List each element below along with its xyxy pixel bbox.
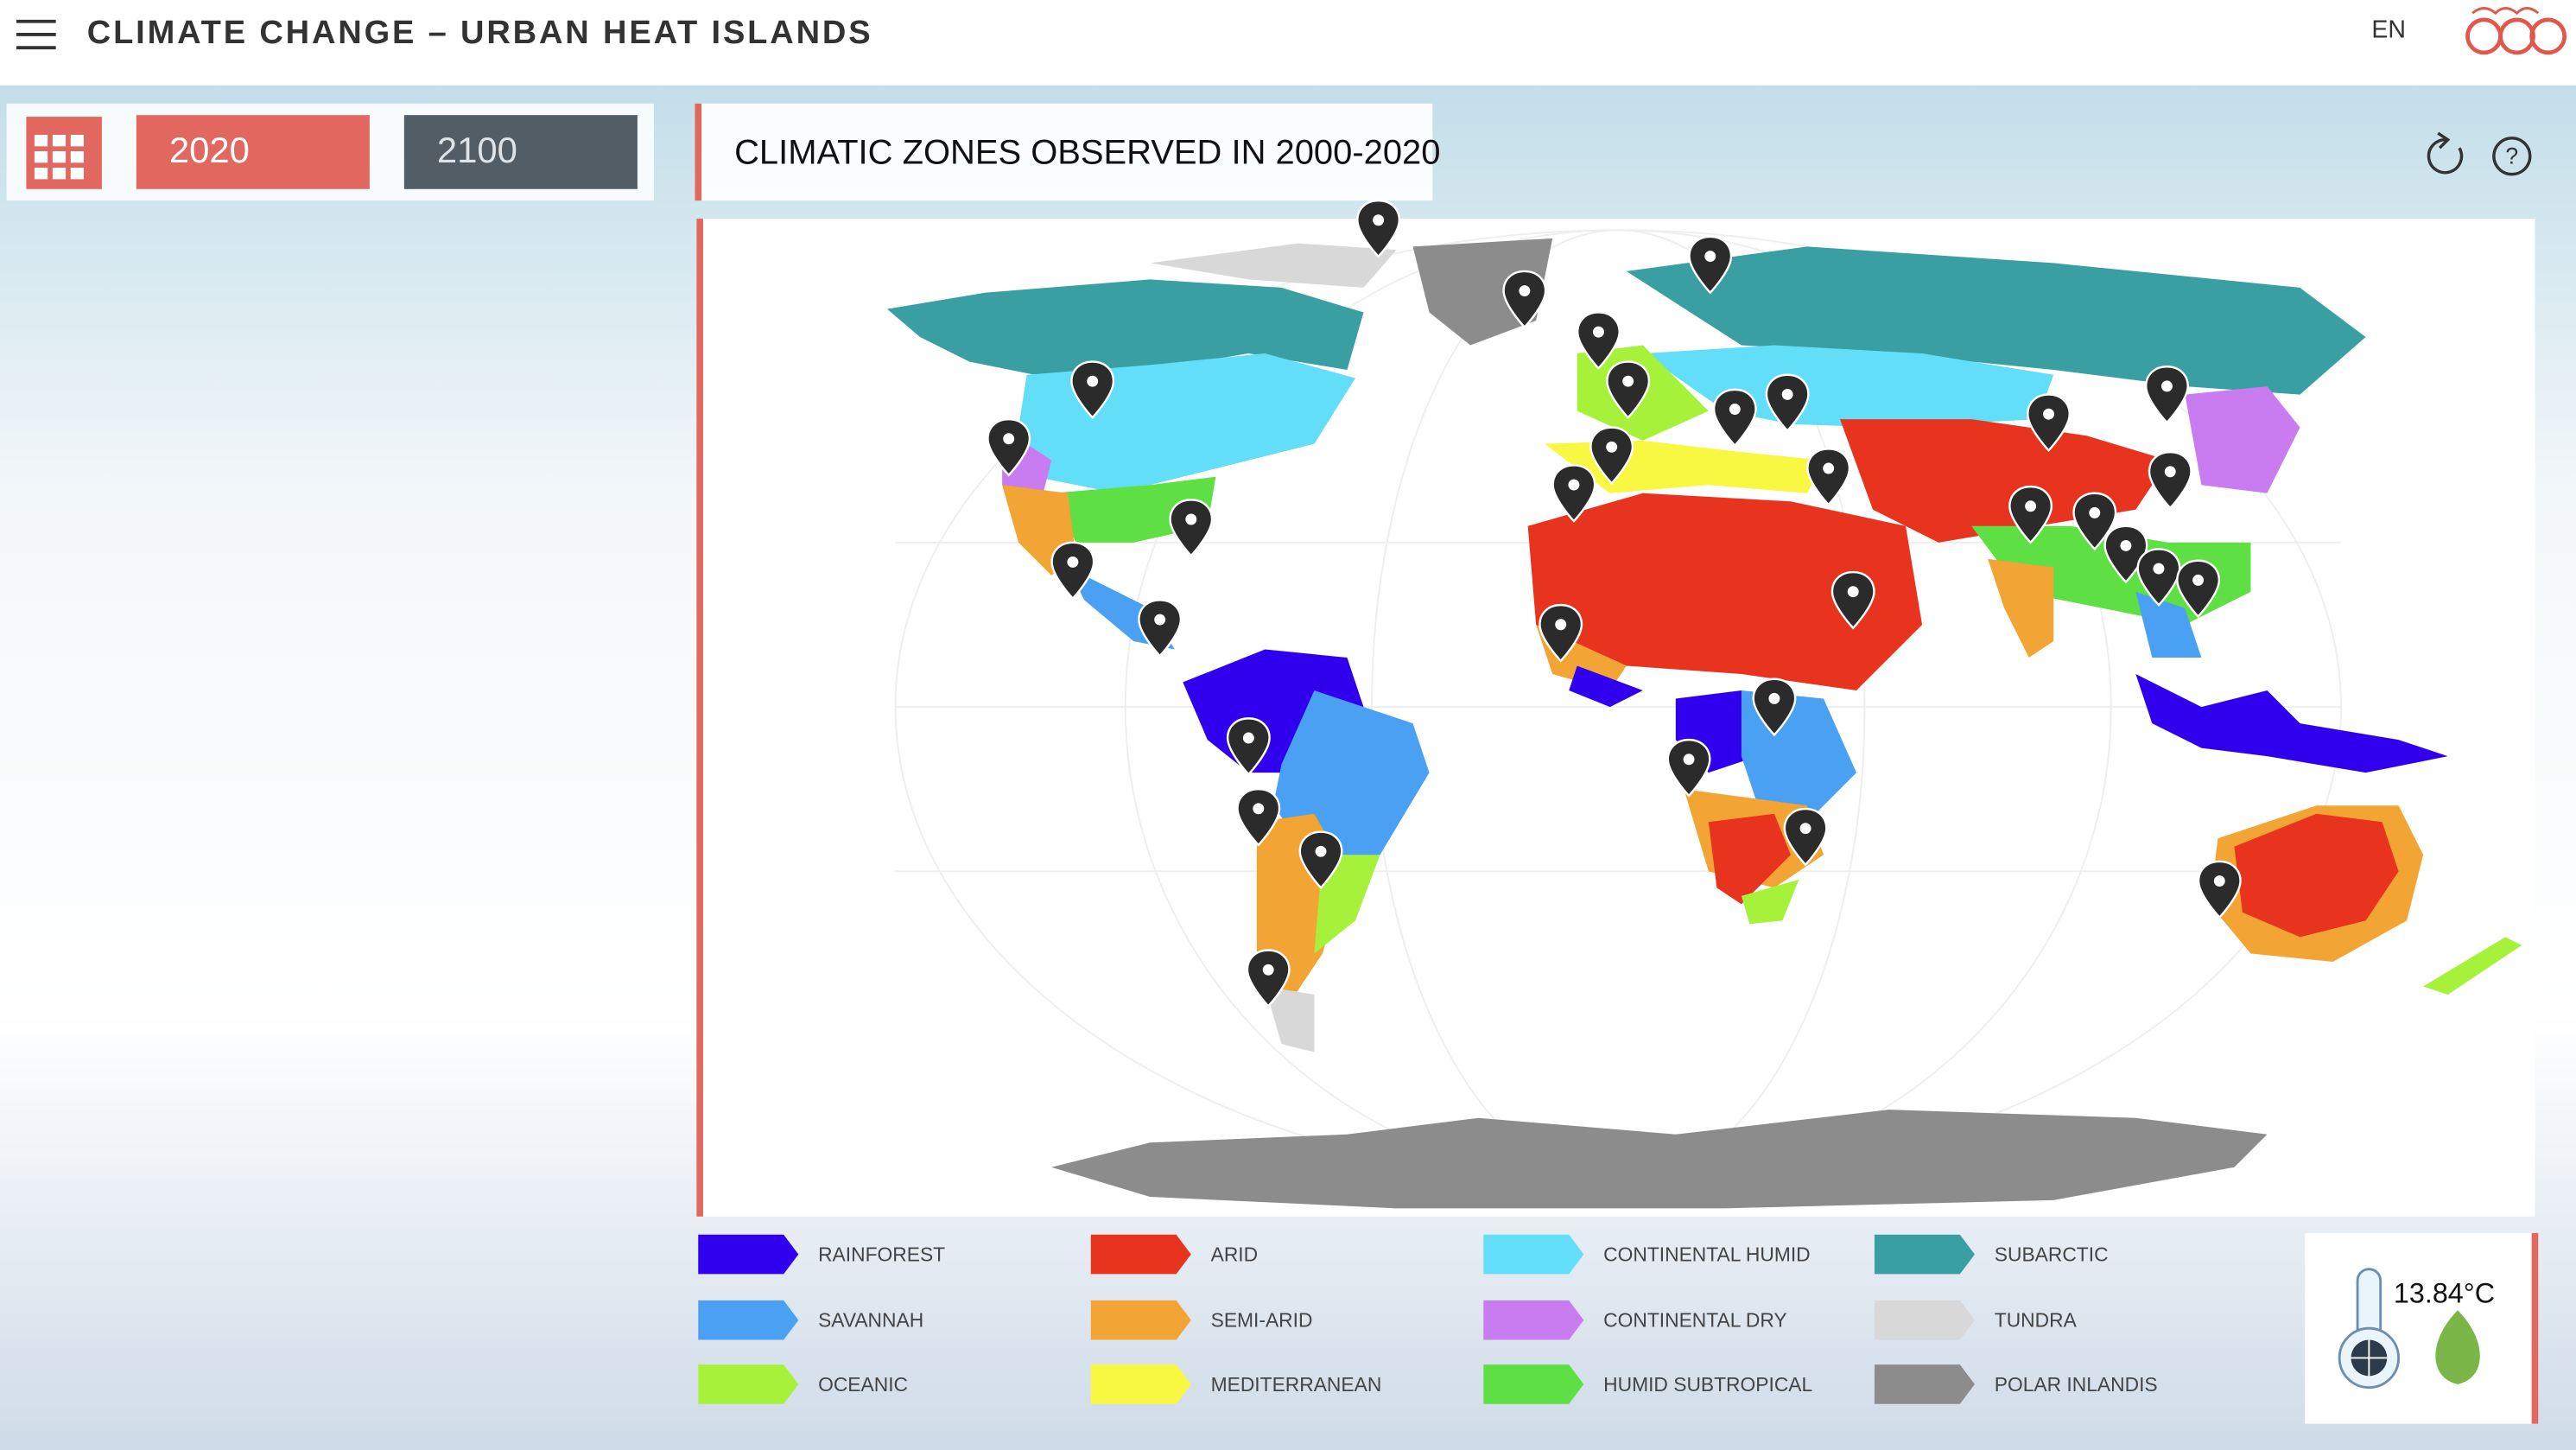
help-button[interactable]: ? (2492, 137, 2532, 176)
climate-zone (1569, 665, 1643, 708)
climate-zone (1527, 493, 1923, 691)
logo (2465, 7, 2567, 55)
legend-label: CONTINENTAL HUMID (1603, 1243, 1810, 1266)
legend-swatch (1090, 1364, 1191, 1404)
legend-item: ARID (1090, 1234, 1259, 1275)
legend-swatch (1874, 1300, 1975, 1340)
legend-item: SUBARCTIC (1874, 1234, 2109, 1275)
legend-label: MEDITERRANEAN (1211, 1373, 1382, 1396)
thermometer-icon (2338, 1268, 2401, 1390)
legend-label: CONTINENTAL DRY (1603, 1309, 1786, 1332)
accent (695, 103, 702, 201)
legend-label: TUNDRA (1995, 1309, 2078, 1332)
legend-swatch (1090, 1234, 1191, 1275)
climate-zone (1708, 813, 1791, 905)
legend-label: ARID (1211, 1243, 1259, 1266)
year-2100-button[interactable]: 2100 (403, 115, 638, 189)
legend-item: OCEANIC (698, 1364, 908, 1404)
climate-zone (2234, 813, 2399, 938)
climate-zone (2185, 386, 2300, 493)
world-map (886, 238, 2522, 1209)
language-switch[interactable]: EN (2371, 16, 2406, 44)
climate-zone (1741, 879, 1799, 925)
legend-label: OCEANIC (818, 1373, 908, 1396)
svg-text:?: ? (2505, 143, 2518, 169)
legend-swatch (1090, 1300, 1191, 1340)
legend-swatch (698, 1300, 799, 1340)
climate-zone (1988, 558, 2054, 658)
legend-swatch (698, 1364, 799, 1404)
climate-zone (2423, 937, 2522, 995)
legend-item: TUNDRA (1874, 1300, 2078, 1340)
climate-zone (1150, 243, 1397, 288)
legend-item: RAINFOREST (698, 1234, 945, 1275)
legend-label: SAVANNAH (818, 1309, 923, 1332)
legend-label: POLAR INLANDIS (1995, 1373, 2158, 1396)
menu-button[interactable] (16, 19, 56, 50)
year-2020-button[interactable]: 2020 (136, 115, 370, 189)
climate-zone (2135, 674, 2448, 773)
map-title-box (695, 103, 1433, 201)
climate-zone (1626, 246, 2366, 395)
legend-swatch (1874, 1364, 1975, 1404)
legend-item: HUMID SUBTROPICAL (1483, 1364, 1812, 1404)
climate-zone (2135, 591, 2202, 658)
legend-label: RAINFOREST (818, 1243, 945, 1266)
legend-swatch (698, 1234, 799, 1275)
legend-label: HUMID SUBTROPICAL (1603, 1373, 1812, 1396)
temperature-box (2305, 1232, 2535, 1424)
legend-item: POLAR INLANDIS (1874, 1364, 2158, 1404)
legend: RAINFOREST SAVANNAH OCEANIC ARID SEMI-ARID ME… (698, 1234, 2158, 1404)
legend-item: CONTINENTAL DRY (1483, 1300, 1787, 1340)
calendar-icon[interactable] (26, 117, 102, 189)
legend-item: SAVANNAH (698, 1300, 923, 1340)
legend-item: CONTINENTAL HUMID (1483, 1234, 1811, 1275)
temperature-value: 13.84°C (2394, 1278, 2495, 1309)
climate-zone (1265, 986, 1315, 1053)
legend-item: SEMI-ARID (1090, 1300, 1313, 1340)
reset-button[interactable] (2427, 131, 2464, 175)
climate-zone (886, 279, 1364, 378)
accent (2531, 1232, 2539, 1424)
legend-label: SEMI-ARID (1211, 1309, 1313, 1332)
climate-zone (1051, 1110, 2268, 1209)
accent (696, 219, 703, 1217)
legend-label: SUBARCTIC (1995, 1243, 2109, 1266)
year-label: 2020 (169, 130, 250, 170)
legend-swatch (1874, 1234, 1975, 1275)
legend-swatch (1483, 1234, 1584, 1275)
legend-item: MEDITERRANEAN (1090, 1364, 1382, 1404)
year-label: 2100 (437, 130, 517, 170)
map-title: CLIMATIC ZONES OBSERVED IN 2000-2020 (734, 133, 1440, 171)
climate-zone (1971, 525, 2251, 625)
app-title: CLIMATE CHANGE – URBAN HEAT ISLANDS (87, 15, 873, 51)
header-bar (0, 0, 2576, 86)
leaf-icon (2435, 1310, 2480, 1384)
climate-zone (1314, 855, 1380, 954)
legend-swatch (1483, 1364, 1584, 1404)
legend-swatch (1483, 1300, 1584, 1340)
